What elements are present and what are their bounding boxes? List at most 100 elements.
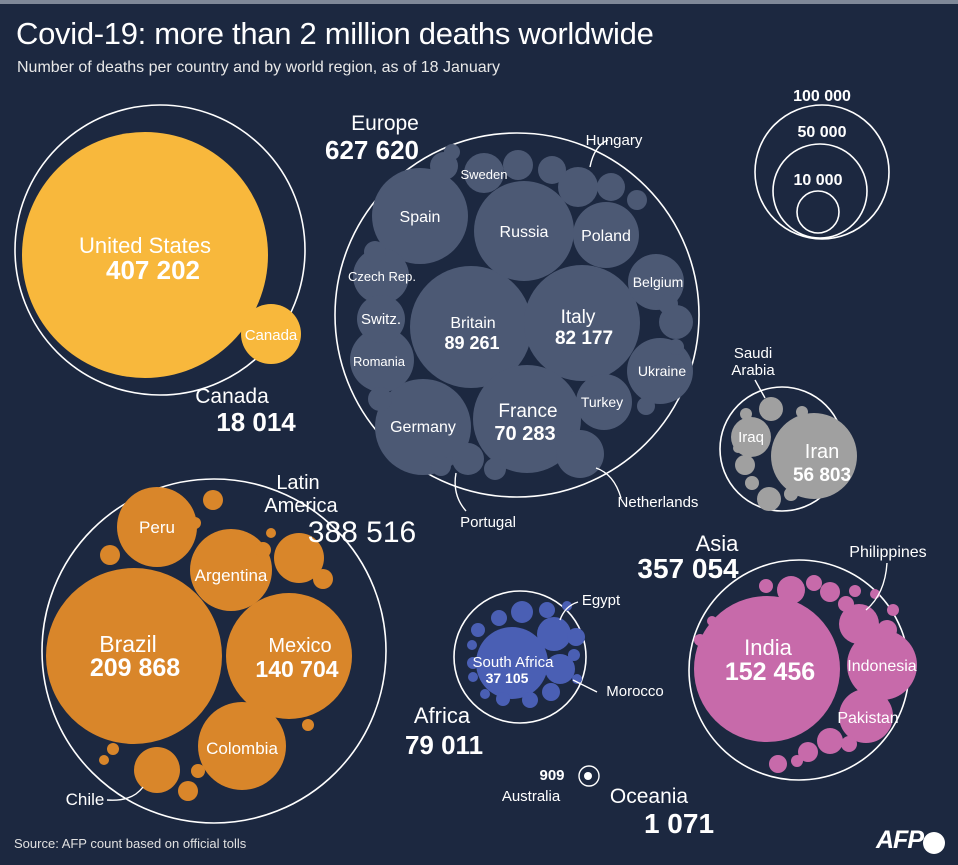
europe-small-bubble-11	[431, 456, 451, 476]
label-europe: Europe	[351, 112, 419, 135]
label-germany: Germany	[390, 419, 456, 436]
label-britain: Britain	[450, 315, 495, 332]
leader-netherlands	[595, 467, 622, 499]
europe-small-bubble-13	[444, 144, 460, 160]
label-latam-2: America	[264, 495, 338, 517]
leader-saudi	[754, 379, 766, 399]
afp-logo-dot	[923, 832, 945, 854]
africa-small-bubble-14	[467, 640, 477, 650]
label-mexico: Mexico	[268, 635, 331, 657]
asia-small-bubble-8	[769, 755, 787, 773]
label-peru: Peru	[139, 518, 175, 537]
label-poland: Poland	[581, 228, 631, 245]
bubble-sweden	[464, 153, 504, 193]
value-italy: 82 177	[555, 328, 613, 349]
leader-chile	[106, 786, 144, 801]
value-oceania: 1 071	[644, 808, 714, 839]
label-netherlands: Netherlands	[618, 494, 699, 511]
label-saudi-1: Saudi	[734, 345, 772, 362]
asia-small-bubble-6	[817, 728, 843, 754]
africa-small-bubble-9	[480, 689, 490, 699]
africa-small-bubble-8	[496, 692, 510, 706]
bubble-pakistan	[839, 689, 893, 743]
africa-small-bubble-6	[542, 683, 560, 701]
bubble-indonesia	[847, 630, 917, 700]
leader-philippines	[865, 562, 888, 611]
latam-small-bubble-1	[255, 542, 271, 558]
bubble-italy	[524, 265, 640, 381]
bubble-netherlands	[556, 430, 604, 478]
top-rule	[0, 0, 958, 4]
middle-east-small-bubble-5	[733, 443, 743, 453]
asia-small-bubble-7	[798, 742, 818, 762]
bubble-united-states	[22, 132, 268, 378]
label-hungary: Hungary	[586, 132, 643, 149]
latin-america-outline	[41, 478, 387, 824]
label-iraq: Iraq	[738, 429, 764, 446]
value-asia: 357 054	[637, 553, 739, 584]
north-america-outline	[14, 104, 306, 396]
europe-small-bubble-4	[627, 190, 647, 210]
label-france: France	[498, 401, 557, 422]
label-pakistan: Pakistan	[837, 710, 898, 727]
label-morocco: Morocco	[606, 683, 664, 700]
bubble-australia	[584, 772, 592, 780]
middle-east-small-bubble-3	[784, 487, 798, 501]
latam-small-bubble-2	[266, 528, 276, 538]
label-czech: Czech Rep.	[348, 269, 416, 284]
bubble-spain	[372, 168, 468, 264]
label-egypt: Egypt	[582, 592, 621, 609]
latam-small-bubble-3	[313, 569, 333, 589]
label-saudi-2: Arabia	[731, 362, 775, 379]
label-oceania: Oceania	[610, 785, 689, 808]
africa-outline	[453, 590, 587, 724]
asia-small-bubble-3	[877, 620, 897, 640]
bubble-czech	[353, 248, 409, 304]
value-iran: 56 803	[793, 465, 851, 486]
value-france: 70 283	[494, 423, 555, 445]
label-romania: Romania	[353, 354, 406, 369]
label-sweden: Sweden	[461, 167, 508, 182]
africa-small-bubble-4	[567, 628, 585, 646]
leader-hungary	[589, 139, 609, 168]
bubble-mexico	[226, 593, 352, 719]
source-note: Source: AFP count based on official toll…	[14, 836, 247, 851]
value-australia: 909	[539, 767, 564, 784]
value-brazil: 209 868	[90, 654, 180, 682]
label-spain: Spain	[400, 209, 441, 226]
bubble-romania	[350, 328, 414, 392]
label-asia: Asia	[696, 531, 740, 556]
label-portugal: Portugal	[460, 514, 516, 531]
middle-east-small-bubble-6	[796, 406, 808, 418]
africa-small-bubble-12	[562, 601, 572, 611]
europe-small-bubble-1	[503, 150, 533, 180]
latam-small-bubble-9	[191, 764, 205, 778]
africa-small-bubble-10	[467, 657, 479, 669]
leader-morocco	[572, 679, 598, 693]
bubble-morocco	[545, 654, 575, 684]
middle-east-small-bubble-0	[735, 455, 755, 475]
legend-circle-10000	[796, 190, 840, 234]
value-united-states: 407 202	[106, 255, 200, 285]
africa-small-bubble-5	[568, 649, 580, 661]
label-philippines: Philippines	[849, 544, 926, 561]
europe-small-bubble-12	[484, 458, 506, 480]
bubble-hungary	[558, 167, 598, 207]
label-south-africa: South Africa	[473, 654, 555, 671]
europe-small-bubble-9	[368, 387, 392, 411]
label-africa: Africa	[414, 703, 471, 728]
europe-small-bubble-8	[658, 294, 678, 314]
afp-logo: AFP	[876, 826, 924, 854]
value-mexico: 140 704	[255, 656, 338, 682]
middle-east-small-bubble-1	[757, 487, 781, 511]
latam-small-bubble-5	[203, 490, 223, 510]
africa-small-bubble-7	[522, 692, 538, 708]
label-indonesia: Indonesia	[847, 658, 916, 675]
chart-title: Covid-19: more than 2 million deaths wor…	[16, 16, 654, 51]
bubble-india	[694, 596, 840, 742]
chart-subtitle: Number of deaths per country and by worl…	[17, 59, 500, 76]
label-brazil: Brazil	[99, 631, 157, 657]
middle-east-small-bubble-2	[745, 476, 759, 490]
bubble-britain	[410, 266, 532, 388]
